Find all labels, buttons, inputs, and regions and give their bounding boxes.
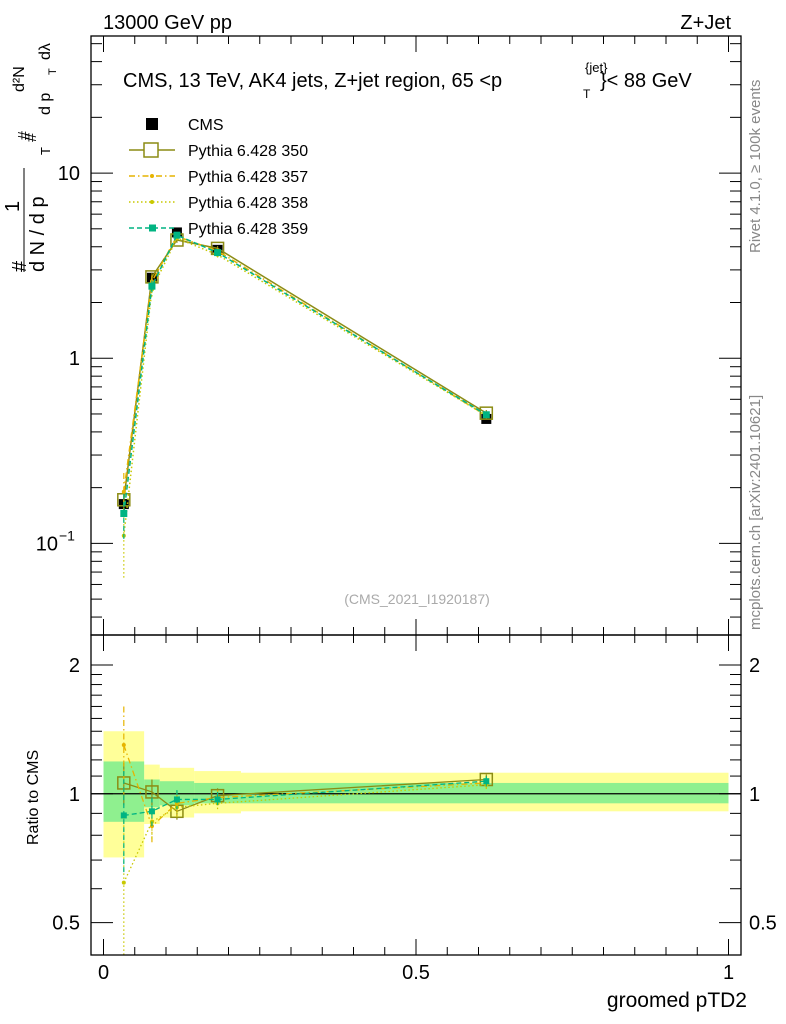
title-prefix: CMS, 13 TeV, AK4 jets, Z+jet region, 65 … (123, 70, 502, 92)
x-axis-label: groomed pTD2 (607, 989, 747, 1012)
legend: CMS Pythia 6.428 350 Pythia 6.428 357 Pythi… (129, 117, 308, 238)
series-line (123, 237, 487, 536)
ratio-y-tick-label-left: 0.5 (52, 913, 80, 935)
series-line (123, 239, 487, 500)
ratio-point-marker (121, 880, 126, 885)
ylabel-dN: d N / d p (27, 196, 49, 272)
ratio-y-tick-label-left: 1 (69, 784, 80, 806)
ratio-point-marker (120, 812, 127, 819)
legend-entry: Pythia 6.428 359 (129, 221, 308, 238)
analysis-watermark: (CMS_2021_I1920187) (344, 591, 490, 607)
series-pythia-6-428-357 (121, 233, 489, 517)
ylabel-T-2: T (47, 68, 59, 75)
series-pythia-6-428-350 (117, 233, 494, 510)
ylabel-T-1: T (38, 147, 53, 155)
title-suffix: }< 88 GeV (600, 70, 692, 92)
point-marker (482, 411, 490, 419)
series-line (123, 235, 487, 492)
ratio-uncertainty-bands (91, 731, 741, 858)
ratio-point-marker (121, 743, 126, 748)
ratio-point-marker (483, 778, 490, 785)
x-tick-label: 1 (723, 962, 734, 984)
ratio-line (123, 784, 487, 883)
y-tick-label: 10 (58, 163, 80, 185)
title-text: CMS, 13 TeV, AK4 jets, Z+jet region, 65 … (123, 70, 502, 92)
ylabel-num-3: # (16, 131, 33, 140)
legend-marker (149, 224, 156, 232)
point-marker (173, 231, 181, 239)
ylabel-num-1: # (9, 260, 31, 272)
chart-title: CMS, 13 TeV, AK4 jets, Z+jet region, 65 … (123, 60, 692, 101)
x-tick-label: 0 (98, 962, 109, 984)
point-marker (121, 489, 126, 494)
mcplots-label: mcplots.cern.ch [arXiv:2401.10621] (747, 395, 764, 630)
point-marker (479, 406, 494, 420)
legend-entry: Pythia 6.428 357 (129, 169, 308, 186)
legend-entry: Pythia 6.428 358 (129, 195, 308, 212)
ratio-y-tick-label-right: 2 (749, 655, 760, 677)
main-series-layer (117, 227, 494, 579)
legend-label: Pythia 6.428 358 (188, 195, 308, 212)
legend-marker (150, 174, 154, 178)
legend-entry: CMS (146, 117, 224, 134)
point-marker (214, 249, 222, 257)
ylabel-dl: dλ (37, 43, 54, 60)
title-sup: {jet} (585, 60, 608, 75)
title-sub: T (583, 87, 591, 101)
ylabel-dpT: d p (37, 93, 54, 115)
y-tick-label: 10 (36, 533, 58, 555)
legend-marker (150, 200, 154, 204)
y-tick-label: 1 (69, 348, 80, 370)
rivet-label: Rivet 4.1.0, ≥ 100k events (747, 80, 764, 253)
point-marker (148, 282, 156, 290)
ratio-point-marker (214, 796, 221, 803)
ratio-series-layer (117, 706, 494, 955)
ratio-band-green-4 (241, 782, 729, 804)
ratio-line (123, 744, 487, 828)
ylabel-d2N: d²N (11, 66, 28, 92)
ratio-series-pythia-6-428-359 (120, 771, 490, 874)
header-left: 13000 GeV pp (103, 12, 232, 34)
legend-entry: Pythia 6.428 350 (129, 142, 308, 160)
legend-marker (143, 142, 159, 158)
series-cms (118, 227, 492, 510)
legend-label: Pythia 6.428 359 (188, 221, 308, 238)
series-pythia-6-428-359 (120, 231, 490, 540)
ratio-y-tick-label-right: 1 (749, 784, 760, 806)
ylabel-num-2: # (23, 133, 40, 142)
ratio-point-marker (173, 796, 180, 803)
ratio-y-axis-label: Ratio to CMS (25, 750, 42, 845)
ylabel-one: 1 (2, 201, 24, 212)
x-tick-label: 0.5 (402, 962, 430, 984)
header-right: Z+Jet (680, 12, 731, 34)
legend-label: CMS (188, 117, 224, 134)
ratio-y-tick-label-right: 0.5 (749, 913, 777, 935)
series-line (123, 234, 487, 514)
legend-marker-data (146, 118, 158, 130)
ratio-y-tick-label-left: 2 (69, 655, 80, 677)
legend-label: Pythia 6.428 357 (188, 169, 308, 186)
y-tick-label-exponent: −1 (59, 527, 75, 543)
legend-label: Pythia 6.428 350 (188, 143, 308, 160)
point-marker (120, 510, 128, 518)
main-y-axis-label: # 1 d N / d p T # # d²N d p T dλ (2, 43, 59, 272)
series-pythia-6-428-358 (121, 234, 489, 579)
ratio-point-marker (148, 808, 155, 815)
